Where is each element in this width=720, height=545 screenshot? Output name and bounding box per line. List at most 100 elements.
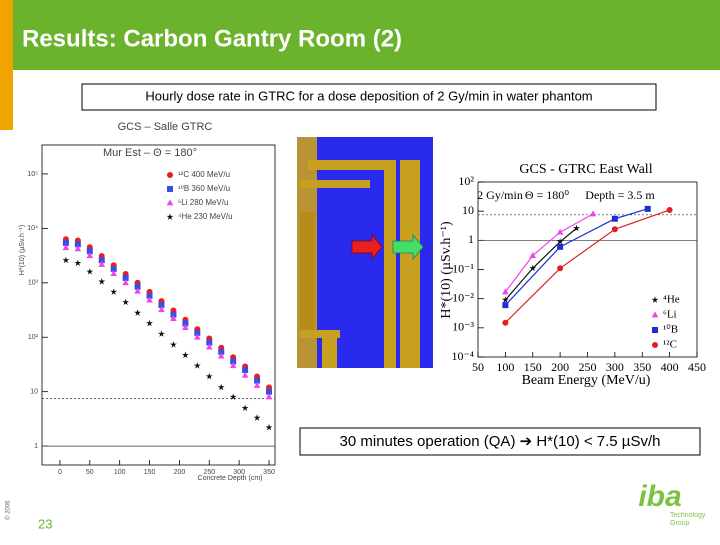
marker <box>266 388 273 395</box>
marker <box>170 315 177 322</box>
legend-marker <box>166 199 174 206</box>
marker <box>170 341 177 348</box>
legend-marker <box>166 213 174 220</box>
marker <box>502 302 509 309</box>
marker <box>229 362 237 369</box>
marker <box>217 383 225 391</box>
marker <box>205 372 213 380</box>
x-tick-label: 250 <box>579 360 597 374</box>
marker <box>573 224 580 232</box>
marker <box>557 243 564 250</box>
marker <box>62 244 70 251</box>
marker <box>502 288 509 295</box>
marker <box>181 351 189 359</box>
conclusion-box <box>299 427 701 456</box>
marker <box>98 278 106 285</box>
y-tick-label: 10⁻³ <box>452 320 474 334</box>
marker <box>122 274 129 281</box>
x-tick-label: 100 <box>496 360 514 374</box>
y-tick-label: 1 <box>468 232 474 246</box>
marker <box>253 381 261 388</box>
chart-title: GCS – Salle GTRC <box>118 121 213 133</box>
legend-label: ¹⁰B 360 MeV/u <box>178 184 230 193</box>
marker <box>134 283 141 290</box>
legend-label: ⁴He <box>663 294 680 306</box>
marker <box>556 228 564 235</box>
marker <box>146 292 153 299</box>
y-tick-label: 10² <box>458 174 474 188</box>
y-tick-label: 10⁻¹ <box>452 261 474 275</box>
marker <box>74 245 82 252</box>
marker <box>158 302 165 309</box>
x-tick-label: 0 <box>58 469 62 476</box>
page-number: 23 <box>38 516 52 531</box>
marker <box>158 330 165 337</box>
y-axis-label: H*(10) (µSv.h⁻¹) <box>19 225 26 275</box>
x-tick-label: 400 <box>661 360 679 374</box>
x-tick-label: 50 <box>472 360 484 374</box>
marker <box>62 256 70 264</box>
conclusion: 30 minutes operation (QA) ➔ H*(10) < 7.5… <box>340 433 661 450</box>
geometry-view <box>297 137 433 368</box>
marker <box>134 309 142 316</box>
y-tick-label: 10⁵ <box>27 171 38 178</box>
x-tick-label: 150 <box>524 360 542 374</box>
y-tick-label: 10² <box>28 334 39 341</box>
caption-box <box>81 83 657 111</box>
marker <box>122 279 129 286</box>
marker <box>589 210 597 217</box>
marker <box>230 358 237 365</box>
x-tick-label: 200 <box>174 469 186 476</box>
marker <box>501 296 509 303</box>
series-line <box>504 227 577 301</box>
marker <box>98 260 106 267</box>
y-tick-label: 10³ <box>28 280 39 287</box>
x-tick-label: 450 <box>688 360 706 374</box>
marker <box>241 371 249 378</box>
copyright: © 2006 <box>5 500 12 520</box>
marker <box>206 339 213 346</box>
x-tick-label: 350 <box>263 469 275 476</box>
marker <box>217 352 225 359</box>
x-tick-label: 100 <box>114 469 126 476</box>
logo: iba <box>638 480 681 513</box>
legend-marker <box>167 172 173 178</box>
y-tick-label: 1 <box>34 443 38 450</box>
marker <box>74 259 82 267</box>
marker <box>644 205 651 212</box>
marker <box>254 377 261 384</box>
marker <box>529 251 537 258</box>
x-tick-label: 250 <box>203 469 215 476</box>
legend-marker <box>651 296 659 303</box>
marker <box>134 287 141 294</box>
legend-label: ¹⁰B <box>663 324 678 336</box>
chart-subtitle: Mur Est – Θ = 180° <box>103 147 197 159</box>
marker <box>98 257 105 264</box>
x-tick-label: 150 <box>144 469 156 476</box>
marker <box>205 343 213 350</box>
marker <box>611 215 618 222</box>
y-tick-label: 10⁻² <box>452 290 474 304</box>
marker <box>86 252 94 259</box>
header-bar <box>13 0 720 70</box>
marker <box>110 270 117 277</box>
logo-sub-box: Technology Group <box>670 512 705 527</box>
legend-label: ⁶Li <box>663 309 677 321</box>
series-line <box>504 208 648 306</box>
y-tick-label: 10 <box>30 389 38 396</box>
marker <box>502 319 509 326</box>
legend-marker <box>167 186 173 192</box>
marker <box>86 268 94 275</box>
marker <box>62 239 69 246</box>
marker <box>110 265 117 272</box>
marker <box>218 348 225 355</box>
annotation: Θ = 180⁰ <box>525 188 569 202</box>
x-tick-label: 350 <box>633 360 651 374</box>
marker <box>194 329 201 336</box>
plot-frame <box>41 144 276 466</box>
x-tick-label: 50 <box>86 469 94 476</box>
marker <box>158 306 165 313</box>
marker <box>529 264 537 272</box>
marker <box>170 311 177 318</box>
